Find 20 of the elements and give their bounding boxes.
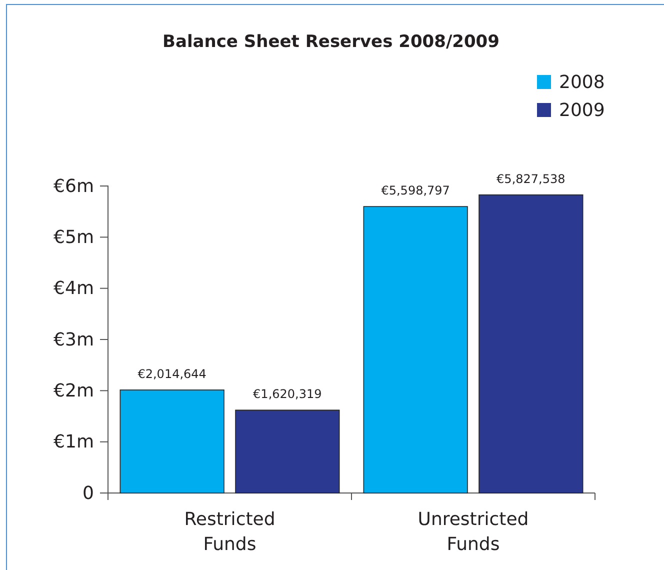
y-tick-label: €5m bbox=[54, 226, 94, 248]
bar bbox=[120, 390, 224, 494]
y-tick-label: €4m bbox=[54, 278, 94, 300]
bar bbox=[235, 410, 340, 494]
legend-label: 2008 bbox=[559, 72, 605, 93]
data-label: €5,598,797 bbox=[381, 184, 450, 198]
y-tick-label: €1m bbox=[54, 432, 94, 453]
bar bbox=[363, 206, 468, 494]
y-tick-label: 0 bbox=[82, 482, 94, 504]
legend-label: 2009 bbox=[559, 100, 605, 121]
data-label: €2,014,644 bbox=[138, 366, 206, 381]
y-tick-label: €2m bbox=[54, 380, 94, 402]
data-label: €5,827,538 bbox=[496, 172, 566, 186]
y-tick-label: €3m bbox=[54, 329, 94, 350]
chart-title: Balance Sheet Reserves 2008/2009 bbox=[162, 32, 500, 52]
bar bbox=[478, 194, 584, 494]
y-tick-label: €6m bbox=[54, 176, 94, 197]
x-tick-label: Restricted Funds bbox=[184, 509, 276, 555]
data-label: €1,620,319 bbox=[253, 387, 322, 402]
x-tick-label: Unrestricted Funds bbox=[418, 509, 529, 555]
